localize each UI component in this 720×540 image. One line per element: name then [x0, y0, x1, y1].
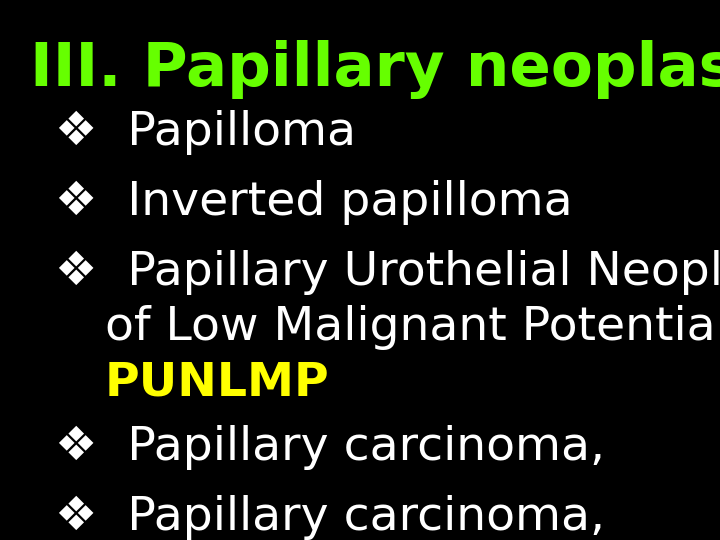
Text: ❖  Papilloma: ❖ Papilloma: [55, 110, 356, 155]
Text: III. Papillary neoplasms: III. Papillary neoplasms: [30, 40, 720, 99]
Text: ❖  Papillary carcinoma,: ❖ Papillary carcinoma,: [55, 425, 605, 470]
Text: of Low Malignant Potential: of Low Malignant Potential: [105, 305, 720, 350]
Text: PUNLMP: PUNLMP: [105, 360, 330, 405]
Text: ❖  Papillary Urothelial Neoplasm: ❖ Papillary Urothelial Neoplasm: [55, 250, 720, 295]
Text: ❖  Inverted papilloma: ❖ Inverted papilloma: [55, 180, 572, 225]
Text: ❖  Papillary carcinoma,: ❖ Papillary carcinoma,: [55, 495, 605, 540]
